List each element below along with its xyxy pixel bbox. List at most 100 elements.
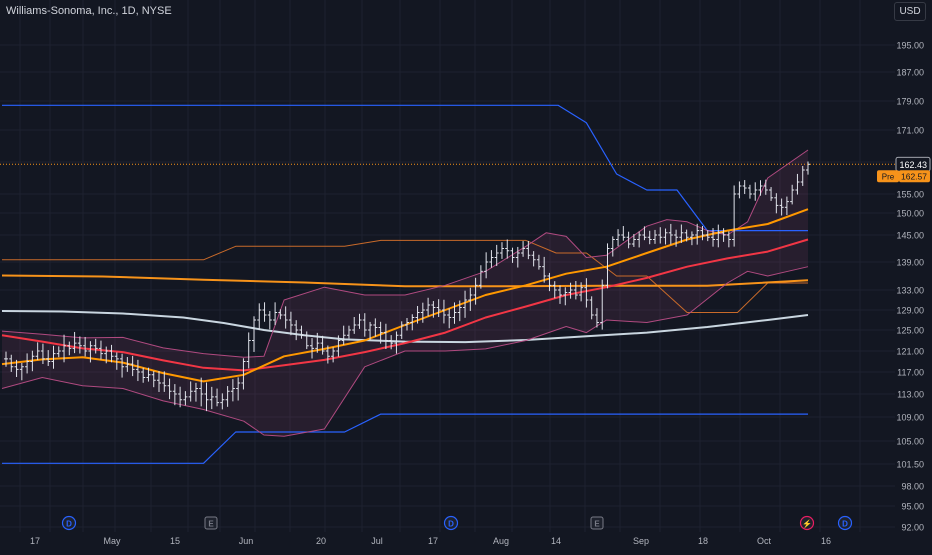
price-bar xyxy=(716,224,721,248)
time-tick-label: May xyxy=(103,536,121,546)
price-bar xyxy=(579,282,584,302)
price-bar xyxy=(473,277,478,305)
price-axis[interactable]: 195.00187.00179.00171.00163.00155.00150.… xyxy=(896,41,924,533)
earnings-badge-label: E xyxy=(208,520,214,529)
price-tick-label: 150.00 xyxy=(896,209,924,219)
price-bar xyxy=(283,306,288,329)
price-bar xyxy=(141,367,146,383)
last-price-tag: 162.43 xyxy=(899,160,927,170)
price-bar xyxy=(763,179,768,195)
price-bar xyxy=(225,386,230,407)
price-bar xyxy=(331,347,336,363)
price-bar xyxy=(452,302,457,324)
price-bar xyxy=(267,310,272,330)
price-bar xyxy=(352,317,357,334)
price-bar xyxy=(774,193,779,214)
price-bar xyxy=(357,313,362,329)
price-tick-label: 121.00 xyxy=(896,347,924,357)
pre-value-box xyxy=(899,170,930,183)
price-bar xyxy=(109,344,114,363)
price-bar xyxy=(167,378,172,400)
time-axis[interactable]: 17 May 15 Jun 20 Jul 17 Aug 14 Sep 18 Oct 16 xyxy=(30,536,831,546)
price-bar xyxy=(637,231,642,248)
currency-button[interactable]: USD xyxy=(894,2,926,21)
price-bar xyxy=(684,229,689,242)
time-tick-label: 20 xyxy=(316,536,326,546)
price-bar xyxy=(410,314,415,331)
event-badges: D E D E ⚡ D xyxy=(61,515,853,531)
price-bar xyxy=(806,161,810,175)
price-bar xyxy=(46,350,51,366)
price-bar xyxy=(178,386,183,408)
price-bar xyxy=(700,226,705,241)
price-bar xyxy=(30,350,35,372)
event-badge-dividend: D xyxy=(443,515,459,531)
price-bar xyxy=(531,251,536,267)
price-bar xyxy=(9,354,14,372)
price-tick-label: 139.00 xyxy=(896,258,924,268)
price-bar xyxy=(399,321,404,339)
price-bar xyxy=(368,321,373,340)
price-bar xyxy=(732,185,737,247)
event-badge-earnings: E xyxy=(204,516,218,530)
price-bar xyxy=(378,321,383,344)
price-bar xyxy=(679,224,684,243)
price-bar xyxy=(346,325,351,339)
time-tick-label: 14 xyxy=(551,536,561,546)
price-bar xyxy=(114,352,119,370)
price-bar xyxy=(389,335,394,350)
price-bar xyxy=(536,254,541,270)
line-channel-inner-upper xyxy=(2,239,808,313)
price-bar xyxy=(426,297,431,317)
price-bar xyxy=(779,198,784,216)
price-bar xyxy=(209,386,214,410)
price-tick-label: 109.00 xyxy=(896,413,924,423)
price-bar xyxy=(705,230,710,242)
price-bar xyxy=(230,379,235,402)
price-tick-label: 105.00 xyxy=(896,437,924,447)
price-bar xyxy=(315,332,320,353)
price-bar xyxy=(642,226,647,241)
price-bar xyxy=(478,265,483,289)
price-bars xyxy=(4,161,810,412)
price-bar xyxy=(120,353,125,378)
time-tick-label: 17 xyxy=(30,536,40,546)
price-bar xyxy=(215,388,220,407)
price-bar xyxy=(747,184,752,199)
price-bar xyxy=(573,281,578,300)
price-tick-label: 133.00 xyxy=(896,286,924,296)
split-badge-circle xyxy=(799,515,815,531)
price-bar xyxy=(447,308,452,329)
price-bar xyxy=(737,181,742,199)
price-bar xyxy=(616,229,621,247)
price-bar xyxy=(626,231,631,249)
price-bar xyxy=(220,393,225,410)
price-bar xyxy=(753,182,758,201)
price-bar xyxy=(273,302,278,326)
price-bar xyxy=(658,227,663,244)
price-bar xyxy=(67,341,72,356)
price-bar xyxy=(484,252,489,279)
price-bar xyxy=(35,342,40,361)
price-tick-label: 195.00 xyxy=(896,41,924,51)
price-bar xyxy=(652,229,657,244)
price-bar xyxy=(162,371,167,392)
price-bar xyxy=(420,302,425,323)
price-bar xyxy=(721,228,726,242)
price-tick-label: 125.00 xyxy=(896,326,924,336)
price-bar xyxy=(56,346,61,358)
price-bar xyxy=(499,242,504,259)
price-bar xyxy=(505,239,510,259)
price-bar xyxy=(542,256,547,283)
price-bar xyxy=(689,231,694,246)
price-bar xyxy=(320,335,325,355)
price-bar xyxy=(294,320,299,341)
price-bar xyxy=(463,290,468,318)
bollinger-band-fill xyxy=(2,150,808,437)
price-bar xyxy=(236,377,241,401)
price-bar xyxy=(19,362,24,381)
price-bar xyxy=(489,250,494,268)
price-tick-label: 117.00 xyxy=(897,368,924,378)
